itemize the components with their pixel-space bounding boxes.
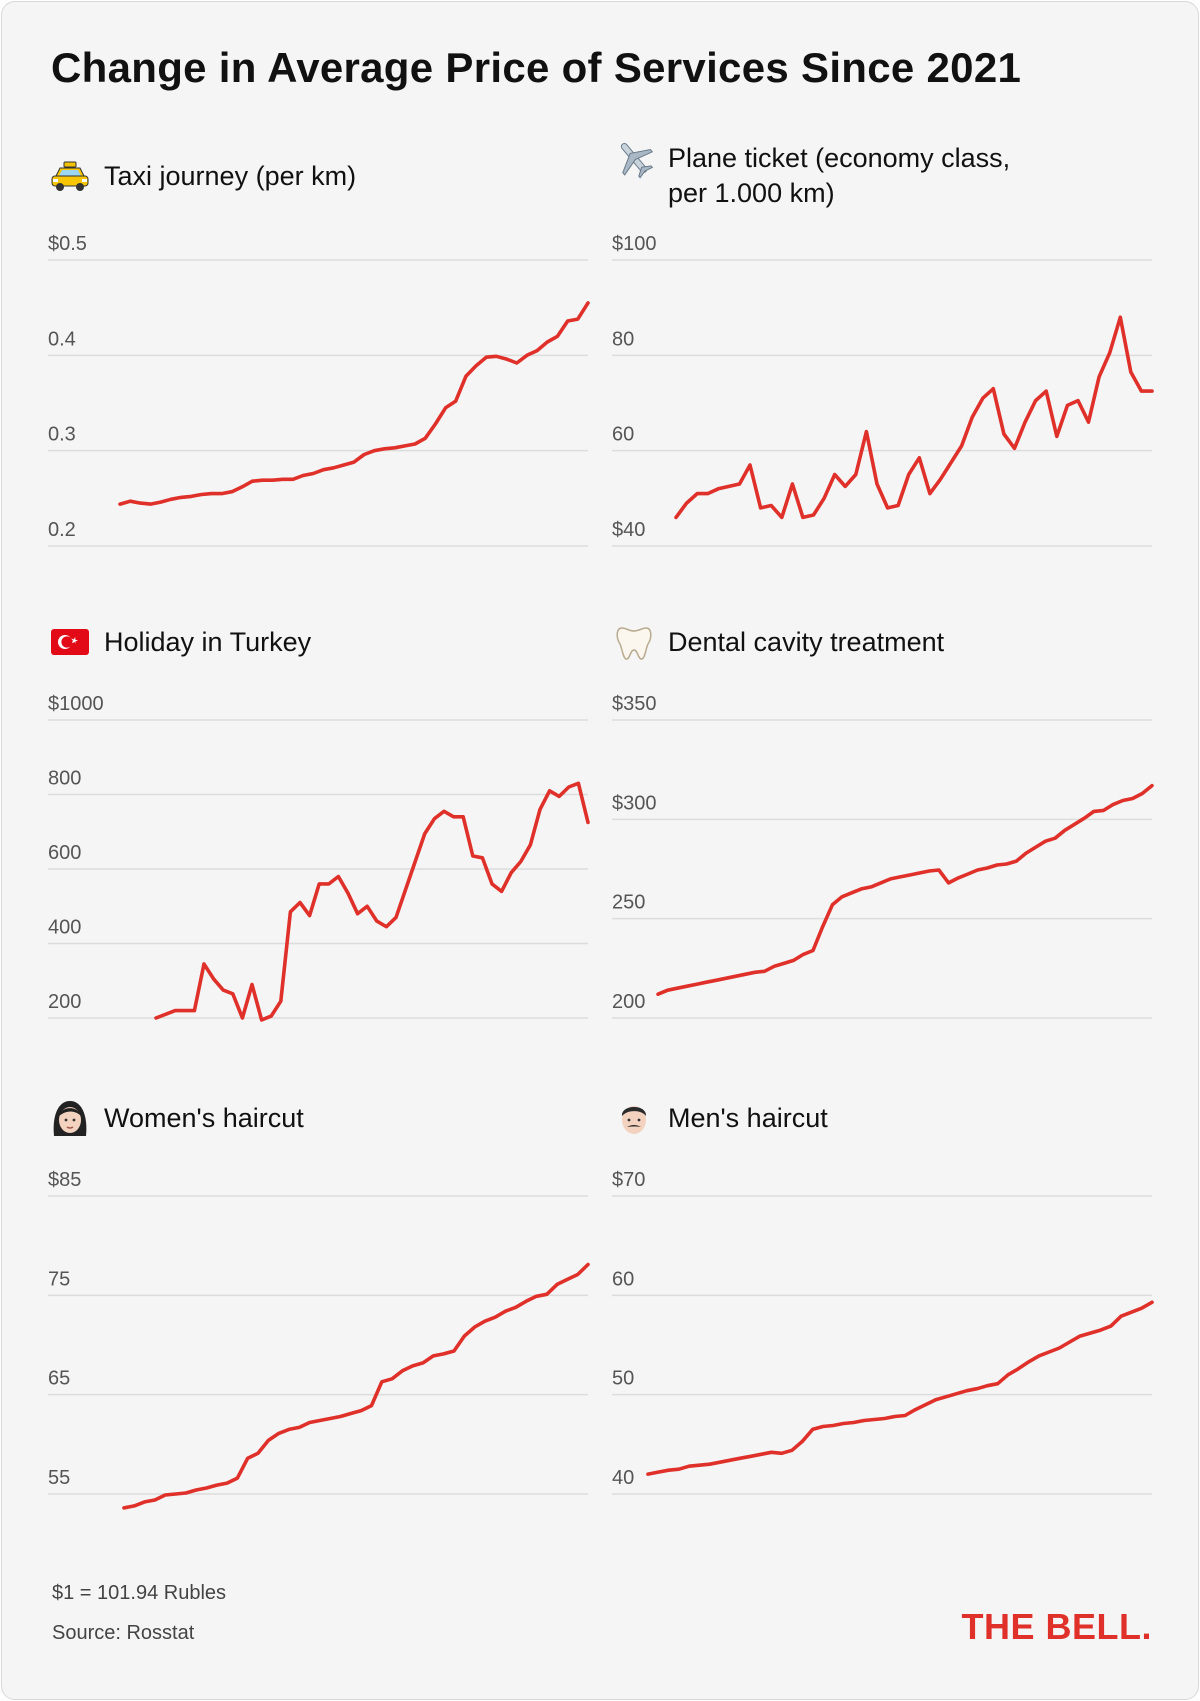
panel-title: Men's haircut [668,1102,828,1133]
price-series-line [656,783,1154,996]
y-tick-label: 0.4 [48,328,76,350]
page-title: Change in Average Price of Services Sinc… [51,44,1022,91]
y-tick-label: $40 [612,519,645,541]
y-tick-label: 0.2 [48,519,76,541]
y-tick-label: $0.5 [48,233,87,255]
taxi-icon [48,154,92,198]
y-tick-label: $100 [612,233,657,255]
y-tick-label: 65 [48,1368,70,1390]
y-tick-label: 200 [48,991,81,1013]
the-bell-logo: THE BELL. [961,1606,1152,1647]
y-tick-label: 400 [48,917,81,939]
y-tick-label: $70 [612,1169,645,1191]
taxi-chart: 0.20.30.4$0.52021202220232024 [48,233,590,547]
y-tick-label: 800 [48,768,81,790]
source-note: Source: Rosstat [52,1622,195,1644]
airplane-icon [612,136,656,180]
y-tick-label: 200 [612,991,645,1013]
y-tick-label: 75 [48,1268,70,1290]
panel-title: Taxi journey (per km) [104,160,357,191]
woman-face-icon [48,1096,92,1140]
y-tick-label: 60 [612,1268,634,1290]
price-series-line [122,1262,590,1510]
y-tick-label: 50 [612,1368,634,1390]
y-tick-label: 0.3 [48,424,76,446]
y-tick-label: $85 [48,1169,81,1191]
turkey-flag-icon [48,620,92,664]
exchange-rate-note: $1 = 101.94 Rubles [52,1582,227,1604]
price-series-line [674,315,1154,520]
y-tick-label: 80 [612,328,634,350]
price-series-line [646,1300,1154,1476]
y-tick-label: $300 [612,792,657,814]
price-series-line [154,781,590,1022]
y-tick-label: 55 [48,1467,70,1489]
y-tick-label: 600 [48,842,81,864]
y-tick-label: 40 [612,1467,634,1489]
panel-title: Holiday in Turkey [104,626,312,657]
price-series-line [118,301,590,506]
panel-title: Plane ticket (economy class, per 1.000 k… [668,143,1011,208]
panel-title: Women's haircut [104,1102,304,1133]
y-tick-label: 60 [612,424,634,446]
tooth-icon [612,620,656,664]
panel-title: Dental cavity treatment [668,626,945,657]
man-face-icon [612,1096,656,1140]
y-tick-label: 250 [612,892,645,914]
y-tick-label: $350 [612,693,657,715]
y-tick-label: $1000 [48,693,104,715]
